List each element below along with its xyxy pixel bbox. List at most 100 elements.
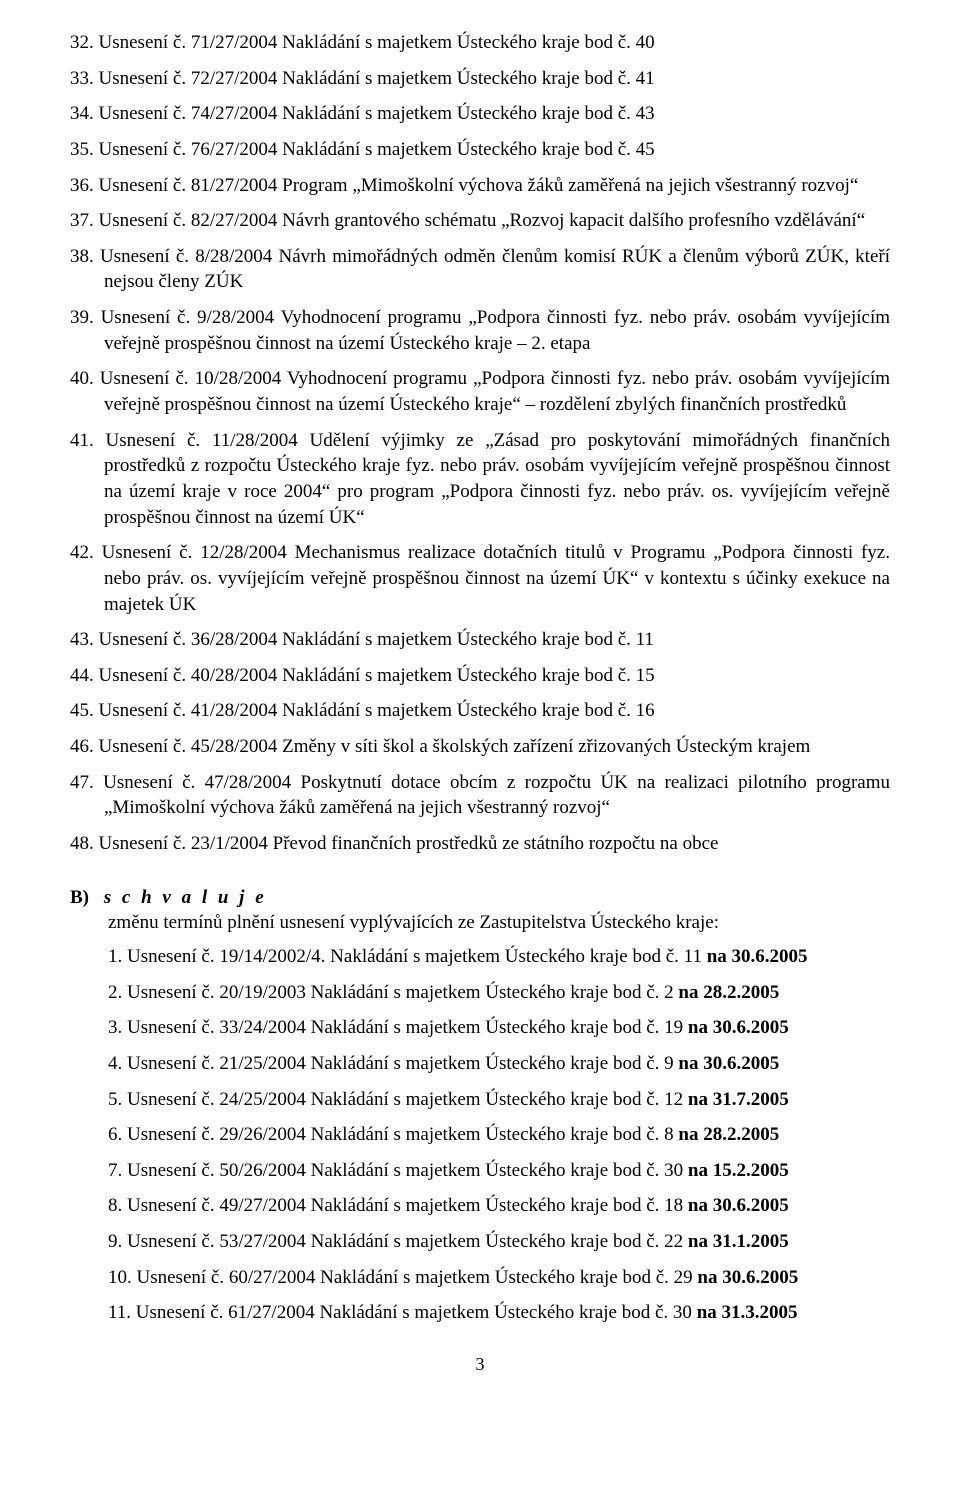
item-text: Usnesení č. 72/27/2004 Nakládání s majet… <box>99 68 655 89</box>
section-b: B) s c h v a l u j e změnu termínů plněn… <box>70 885 890 1326</box>
item-number: 41. <box>70 430 106 451</box>
item-number: 35. <box>70 139 99 160</box>
item-number: 42. <box>70 542 102 563</box>
item-number: 38. <box>70 246 100 267</box>
page-number: 3 <box>70 1352 890 1376</box>
item-number: 45. <box>70 700 99 721</box>
item-text: Usnesení č. 20/19/2003 Nakládání s majet… <box>127 982 678 1003</box>
item-deadline: na 31.1.2005 <box>688 1231 789 1252</box>
list-item: 33. Usnesení č. 72/27/2004 Nakládání s m… <box>70 66 890 92</box>
item-number: 9. <box>108 1231 127 1252</box>
item-text: Usnesení č. 41/28/2004 Nakládání s majet… <box>99 700 655 721</box>
item-deadline: na 30.6.2005 <box>697 1267 798 1288</box>
item-text: Usnesení č. 60/27/2004 Nakládání s majet… <box>137 1267 698 1288</box>
item-text: Usnesení č. 36/28/2004 Nakládání s majet… <box>99 629 654 650</box>
item-text: Usnesení č. 9/28/2004 Vyhodnocení progra… <box>101 307 890 354</box>
item-text: Usnesení č. 49/27/2004 Nakládání s majet… <box>127 1195 688 1216</box>
list-item: 5. Usnesení č. 24/25/2004 Nakládání s ma… <box>108 1087 890 1113</box>
item-text: Usnesení č. 29/26/2004 Nakládání s majet… <box>127 1124 678 1145</box>
list-item: 7. Usnesení č. 50/26/2004 Nakládání s ma… <box>108 1158 890 1184</box>
item-deadline: na 15.2.2005 <box>688 1160 789 1181</box>
item-text: Usnesení č. 21/25/2004 Nakládání s majet… <box>127 1053 678 1074</box>
item-text: Usnesení č. 53/27/2004 Nakládání s majet… <box>127 1231 688 1252</box>
item-text: Usnesení č. 40/28/2004 Nakládání s majet… <box>99 665 655 686</box>
item-number: 32. <box>70 32 99 53</box>
item-text: Usnesení č. 10/28/2004 Vyhodnocení progr… <box>100 368 890 415</box>
item-number: 1. <box>108 946 127 967</box>
item-text: Usnesení č. 45/28/2004 Změny v síti škol… <box>99 736 811 757</box>
item-number: 34. <box>70 103 99 124</box>
list-item: 3. Usnesení č. 33/24/2004 Nakládání s ma… <box>108 1015 890 1041</box>
item-number: 6. <box>108 1124 127 1145</box>
item-number: 36. <box>70 175 99 196</box>
item-text: Usnesení č. 76/27/2004 Nakládání s majet… <box>99 139 655 160</box>
item-deadline: na 31.3.2005 <box>697 1302 798 1323</box>
list-item: 41. Usnesení č. 11/28/2004 Udělení výjim… <box>70 428 890 531</box>
item-number: 11. <box>108 1302 136 1323</box>
item-deadline: na 30.6.2005 <box>688 1017 789 1038</box>
list-item: 1. Usnesení č. 19/14/2002/4. Nakládání s… <box>108 944 890 970</box>
item-text: Usnesení č. 8/28/2004 Návrh mimořádných … <box>100 246 890 293</box>
list-item: 36. Usnesení č. 81/27/2004 Program „Mimo… <box>70 173 890 199</box>
item-number: 39. <box>70 307 101 328</box>
item-text: Usnesení č. 12/28/2004 Mechanismus reali… <box>102 542 890 614</box>
item-number: 7. <box>108 1160 127 1181</box>
list-item: 46. Usnesení č. 45/28/2004 Změny v síti … <box>70 734 890 760</box>
list-item: 48. Usnesení č. 23/1/2004 Převod finančn… <box>70 831 890 857</box>
item-text: Usnesení č. 81/27/2004 Program „Mimoškol… <box>99 175 859 196</box>
item-text: Usnesení č. 24/25/2004 Nakládání s majet… <box>127 1089 688 1110</box>
list-item: 2. Usnesení č. 20/19/2003 Nakládání s ma… <box>108 980 890 1006</box>
list-item: 38. Usnesení č. 8/28/2004 Návrh mimořádn… <box>70 244 890 295</box>
item-number: 2. <box>108 982 127 1003</box>
list-item: 32. Usnesení č. 71/27/2004 Nakládání s m… <box>70 30 890 56</box>
list-item: 35. Usnesení č. 76/27/2004 Nakládání s m… <box>70 137 890 163</box>
item-number: 33. <box>70 68 99 89</box>
document-page: 32. Usnesení č. 71/27/2004 Nakládání s m… <box>0 0 960 1416</box>
list-item: 9. Usnesení č. 53/27/2004 Nakládání s ma… <box>108 1229 890 1255</box>
item-text: Usnesení č. 19/14/2002/4. Nakládání s ma… <box>127 946 707 967</box>
list-item: 43. Usnesení č. 36/28/2004 Nakládání s m… <box>70 627 890 653</box>
list-item: 47. Usnesení č. 47/28/2004 Poskytnutí do… <box>70 770 890 821</box>
item-deadline: na 31.7.2005 <box>688 1089 789 1110</box>
list-item: 44. Usnesení č. 40/28/2004 Nakládání s m… <box>70 663 890 689</box>
item-deadline: na 30.6.2005 <box>688 1195 789 1216</box>
list-a: 32. Usnesení č. 71/27/2004 Nakládání s m… <box>70 30 890 857</box>
item-number: 37. <box>70 210 99 231</box>
section-b-prefix: B) <box>70 887 89 908</box>
item-deadline: na 28.2.2005 <box>678 982 779 1003</box>
item-number: 5. <box>108 1089 127 1110</box>
section-b-heading: B) s c h v a l u j e <box>108 885 890 911</box>
item-text: Usnesení č. 11/28/2004 Udělení výjimky z… <box>104 430 890 528</box>
list-item: 6. Usnesení č. 29/26/2004 Nakládání s ma… <box>108 1122 890 1148</box>
item-number: 4. <box>108 1053 127 1074</box>
list-item: 4. Usnesení č. 21/25/2004 Nakládání s ma… <box>108 1051 890 1077</box>
list-item: 11. Usnesení č. 61/27/2004 Nakládání s m… <box>108 1300 890 1326</box>
list-item: 40. Usnesení č. 10/28/2004 Vyhodnocení p… <box>70 366 890 417</box>
item-text: Usnesení č. 33/24/2004 Nakládání s majet… <box>127 1017 688 1038</box>
item-number: 40. <box>70 368 100 389</box>
item-text: Usnesení č. 82/27/2004 Návrh grantového … <box>99 210 866 231</box>
list-item: 42. Usnesení č. 12/28/2004 Mechanismus r… <box>70 540 890 617</box>
item-text: Usnesení č. 47/28/2004 Poskytnutí dotace… <box>103 772 890 819</box>
list-b: 1. Usnesení č. 19/14/2002/4. Nakládání s… <box>108 944 890 1326</box>
item-number: 47. <box>70 772 103 793</box>
item-deadline: na 30.6.2005 <box>678 1053 779 1074</box>
item-number: 3. <box>108 1017 127 1038</box>
list-item: 8. Usnesení č. 49/27/2004 Nakládání s ma… <box>108 1193 890 1219</box>
item-number: 44. <box>70 665 99 686</box>
item-deadline: na 30.6.2005 <box>707 946 808 967</box>
section-b-label: s c h v a l u j e <box>104 887 267 908</box>
item-number: 46. <box>70 736 99 757</box>
item-text: Usnesení č. 61/27/2004 Nakládání s majet… <box>136 1302 697 1323</box>
item-text: Usnesení č. 74/27/2004 Nakládání s majet… <box>99 103 655 124</box>
item-number: 43. <box>70 629 99 650</box>
list-item: 10. Usnesení č. 60/27/2004 Nakládání s m… <box>108 1265 890 1291</box>
list-item: 39. Usnesení č. 9/28/2004 Vyhodnocení pr… <box>70 305 890 356</box>
list-item: 37. Usnesení č. 82/27/2004 Návrh grantov… <box>70 208 890 234</box>
item-text: Usnesení č. 50/26/2004 Nakládání s majet… <box>127 1160 688 1181</box>
list-item: 45. Usnesení č. 41/28/2004 Nakládání s m… <box>70 698 890 724</box>
list-item: 34. Usnesení č. 74/27/2004 Nakládání s m… <box>70 101 890 127</box>
item-text: Usnesení č. 71/27/2004 Nakládání s majet… <box>99 32 655 53</box>
item-number: 10. <box>108 1267 137 1288</box>
item-number: 48. <box>70 833 99 854</box>
